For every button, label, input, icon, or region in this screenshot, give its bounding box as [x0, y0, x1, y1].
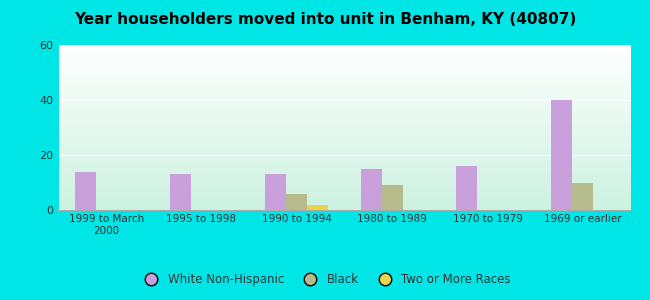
Bar — [573, 182, 593, 210]
Bar — [307, 205, 328, 210]
Legend: White Non-Hispanic, Black, Two or More Races: White Non-Hispanic, Black, Two or More R… — [135, 269, 515, 291]
Text: Year householders moved into unit in Benham, KY (40807): Year householders moved into unit in Ben… — [74, 12, 576, 27]
Bar — [456, 166, 477, 210]
Bar — [287, 194, 307, 210]
Bar — [361, 169, 382, 210]
Bar — [265, 174, 287, 210]
Bar — [75, 172, 96, 210]
Bar — [551, 100, 573, 210]
Bar — [382, 185, 402, 210]
Bar — [170, 174, 191, 210]
